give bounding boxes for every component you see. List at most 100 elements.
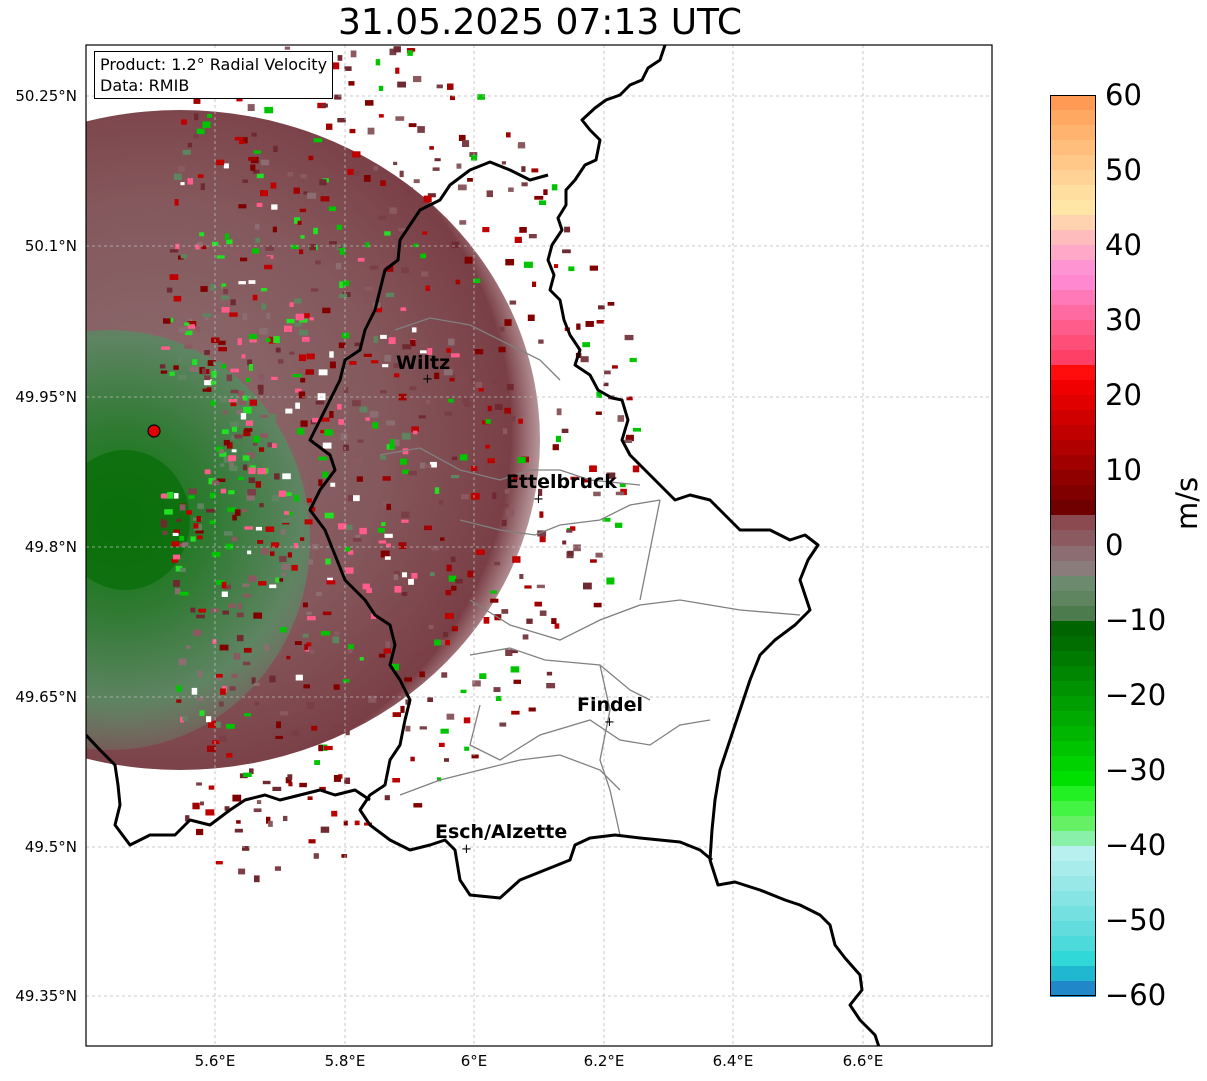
radar-pixel xyxy=(352,151,361,158)
radar-pixel xyxy=(502,428,508,435)
radar-pixel xyxy=(312,451,320,456)
radar-pixel xyxy=(210,380,217,385)
radar-pixel xyxy=(451,353,460,358)
radar-pixel xyxy=(306,611,312,615)
radar-pixel xyxy=(315,400,325,405)
colorbar-band xyxy=(1050,305,1096,321)
radar-pixel xyxy=(190,607,196,613)
radar-pixel xyxy=(405,725,411,732)
radar-pixel xyxy=(228,455,237,462)
radar-pixel xyxy=(447,83,454,90)
radar-pixel xyxy=(194,113,199,121)
radar-pixel xyxy=(304,519,313,525)
radar-pixel xyxy=(393,46,401,53)
radar-pixel xyxy=(384,556,391,560)
radar-pixel xyxy=(368,695,377,703)
lat-label: 49.35°N xyxy=(15,987,77,1005)
radar-pixel xyxy=(475,381,483,388)
radar-pixel xyxy=(451,241,460,248)
colorbar-band xyxy=(1050,650,1096,667)
radar-pixel xyxy=(299,782,307,788)
radar-pixel xyxy=(373,166,379,171)
radar-pixel xyxy=(167,491,174,499)
radar-pixel xyxy=(539,511,544,518)
radar-pixel xyxy=(363,353,372,357)
radar-pixel xyxy=(386,420,395,426)
radar-pixel xyxy=(318,456,328,461)
radar-pixel xyxy=(209,520,216,525)
radar-pixel xyxy=(429,461,437,468)
radar-pixel xyxy=(436,84,443,89)
radar-pixel xyxy=(323,745,333,751)
colorbar-band xyxy=(1050,695,1096,712)
colorbar-band xyxy=(1050,800,1096,817)
colorbar-band xyxy=(1050,380,1096,396)
radar-pixel xyxy=(402,572,407,578)
radar-pixel xyxy=(333,775,341,782)
radar-pixel xyxy=(161,346,170,350)
radar-pixel xyxy=(556,408,562,416)
radar-pixel xyxy=(353,495,360,502)
radar-pixel xyxy=(619,483,626,488)
radar-pixel xyxy=(284,46,291,50)
product-label: Product: 1.2° Radial Velocity xyxy=(100,55,328,74)
radar-pixel xyxy=(258,374,265,381)
radar-pixel xyxy=(218,735,227,743)
radar-pixel xyxy=(626,396,633,401)
lat-label: 50.1°N xyxy=(25,237,77,255)
radar-pixel xyxy=(249,364,253,371)
radar-pixel xyxy=(248,477,256,484)
radar-pixel xyxy=(221,591,228,597)
radar-pixel xyxy=(367,127,375,135)
radar-pixel xyxy=(419,462,426,469)
city-label-ettelbruck: Ettelbruck xyxy=(506,471,617,493)
radar-pixel xyxy=(228,399,237,403)
radar-pixel xyxy=(268,259,278,263)
city-ettelbruck: + Ettelbruck xyxy=(506,471,617,507)
radar-pixel xyxy=(291,564,298,571)
radar-pixel xyxy=(201,245,207,250)
radar-pixel xyxy=(187,318,193,322)
radar-pixel xyxy=(332,636,340,644)
radar-pixel xyxy=(173,295,182,302)
colorbar-tick: 0 xyxy=(1105,528,1124,562)
radar-pixel xyxy=(493,561,501,566)
radar-pixel xyxy=(629,357,637,363)
radar-pixel xyxy=(298,354,306,362)
radar-pixel xyxy=(385,292,395,298)
radar-pixel xyxy=(318,744,323,752)
radar-pixel xyxy=(227,507,237,512)
radar-pixel xyxy=(471,493,480,500)
radar-pixel xyxy=(472,680,481,687)
radar-pixel xyxy=(534,601,542,607)
radar-pixel xyxy=(164,509,173,515)
radar-pixel xyxy=(345,567,354,574)
radar-pixel xyxy=(196,828,204,836)
radar-pixel xyxy=(483,617,490,624)
radar-pixel xyxy=(244,428,253,432)
radar-pixel xyxy=(267,442,272,448)
radar-pixel xyxy=(385,641,391,648)
radar-pixel xyxy=(244,526,253,530)
radar-pixel xyxy=(176,699,182,703)
radar-pixel xyxy=(179,504,186,511)
radar-pixel xyxy=(291,729,300,737)
radar-pixel xyxy=(470,154,478,161)
radar-pixel xyxy=(431,545,440,551)
colorbar-frame xyxy=(1050,95,1096,996)
radar-pixel xyxy=(345,546,351,552)
radar-pixel xyxy=(384,795,390,801)
radar-pixel xyxy=(498,346,506,353)
radar-pixel xyxy=(451,626,458,632)
radar-pixel xyxy=(398,393,407,401)
radar-pixel xyxy=(284,325,293,332)
radar-pixel xyxy=(554,264,559,268)
radar-pixel xyxy=(479,559,488,566)
radar-pixel xyxy=(254,701,260,706)
radar-pixel xyxy=(242,395,248,401)
radar-pixel xyxy=(172,554,181,560)
radar-pixel xyxy=(269,584,277,589)
radar-pixel xyxy=(512,556,521,563)
radar-pixel xyxy=(169,274,179,280)
radar-pixel xyxy=(251,132,257,137)
